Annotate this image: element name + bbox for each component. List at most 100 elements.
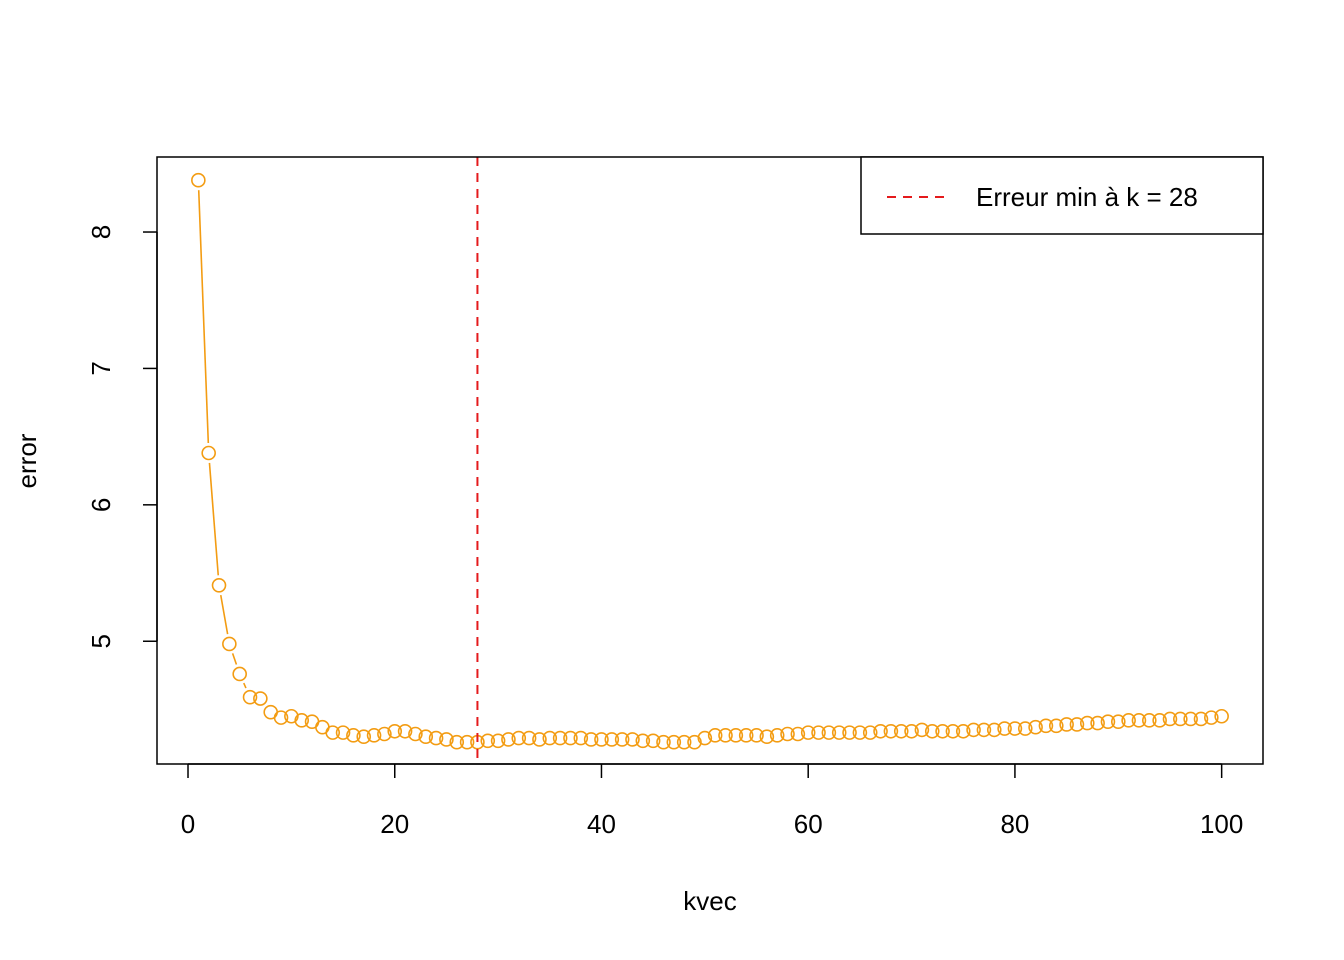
data-point	[1110, 714, 1126, 730]
data-point	[955, 723, 971, 739]
data-point	[614, 732, 630, 747]
data-point	[294, 713, 310, 728]
data-point	[904, 723, 919, 739]
data-point	[687, 734, 702, 750]
data-point	[790, 726, 806, 742]
data-point	[976, 722, 992, 738]
data-point	[914, 722, 930, 738]
data-point	[625, 732, 640, 747]
data-point	[1204, 710, 1219, 725]
data-point	[273, 710, 289, 725]
data-point	[242, 689, 258, 705]
data-point	[738, 728, 754, 743]
series-segment	[197, 190, 210, 444]
data-point	[1214, 708, 1229, 724]
data-point	[191, 172, 206, 188]
y-tick-label: 8	[86, 225, 116, 239]
data-point	[759, 729, 775, 745]
data-point	[862, 725, 878, 740]
data-point	[728, 728, 744, 743]
data-point	[1121, 713, 1136, 728]
data-point	[883, 723, 899, 739]
data-point	[594, 732, 609, 747]
series-segment	[231, 653, 238, 665]
legend-label: Erreur min à k = 28	[976, 182, 1198, 212]
data-point	[521, 730, 537, 746]
data-point	[1059, 717, 1074, 732]
data-point	[1183, 711, 1198, 727]
data-point	[800, 725, 816, 740]
data-point	[397, 723, 413, 739]
data-point	[222, 636, 237, 652]
data-point	[780, 726, 795, 742]
data-point	[366, 728, 382, 743]
data-point	[749, 728, 764, 743]
data-point	[532, 732, 547, 747]
y-axis: 5 6 7 8	[86, 225, 158, 648]
series-segment	[219, 595, 229, 635]
data-point	[656, 734, 671, 750]
data-point	[1038, 718, 1054, 734]
data-point	[1141, 713, 1157, 728]
data-point	[449, 734, 465, 750]
data-point	[966, 722, 981, 738]
data-point	[387, 723, 403, 739]
data-point	[1007, 721, 1023, 736]
x-tick-label: 0	[181, 809, 195, 839]
data-point	[707, 728, 723, 743]
data-point	[232, 666, 247, 682]
data-point	[377, 726, 392, 742]
data-point	[831, 725, 847, 740]
data-point	[253, 691, 268, 706]
data-point	[201, 445, 216, 461]
data-point	[428, 730, 444, 746]
data-point	[501, 732, 516, 747]
data-point	[418, 729, 434, 745]
data-point	[211, 578, 227, 593]
x-tick-label: 60	[794, 809, 823, 839]
data-point	[356, 729, 372, 745]
x-tick-label: 100	[1200, 809, 1243, 839]
x-axis-label: kvec	[683, 886, 736, 916]
data-point	[676, 734, 692, 750]
data-point	[552, 730, 568, 746]
data-point	[563, 730, 578, 746]
data-point	[346, 728, 361, 743]
data-point	[490, 733, 506, 749]
data-point	[1193, 711, 1209, 727]
data-point	[697, 730, 713, 746]
data-point	[1131, 713, 1147, 728]
data-point	[645, 733, 661, 749]
data-point	[542, 730, 558, 746]
data-point	[1069, 717, 1085, 732]
data-point	[893, 723, 909, 739]
x-tick-label: 20	[380, 809, 409, 839]
y-tick-label: 7	[86, 361, 116, 375]
data-point	[408, 726, 423, 742]
x-axis: 0 20 40 60 80 100	[181, 763, 1243, 839]
data-point	[769, 728, 785, 743]
data-point	[1048, 718, 1064, 734]
data-point	[1152, 713, 1167, 728]
y-axis-label: error	[12, 433, 42, 488]
legend: Erreur min à k = 28	[860, 156, 1264, 235]
data-point	[1090, 715, 1105, 731]
data-point	[604, 732, 620, 747]
data-point	[325, 725, 341, 740]
data-point	[945, 723, 961, 739]
data-point	[935, 723, 950, 739]
data-point	[439, 732, 454, 747]
series-segment	[208, 462, 220, 576]
data-point	[1017, 721, 1033, 736]
data-point	[583, 732, 599, 747]
data-point	[511, 730, 527, 746]
data-point	[1079, 715, 1095, 731]
data-point	[924, 723, 940, 739]
data-point	[1100, 714, 1116, 730]
series-segment	[243, 682, 247, 689]
data-point	[635, 733, 651, 749]
data-point	[842, 725, 857, 740]
data-point	[873, 723, 888, 739]
data-point	[1162, 711, 1178, 727]
